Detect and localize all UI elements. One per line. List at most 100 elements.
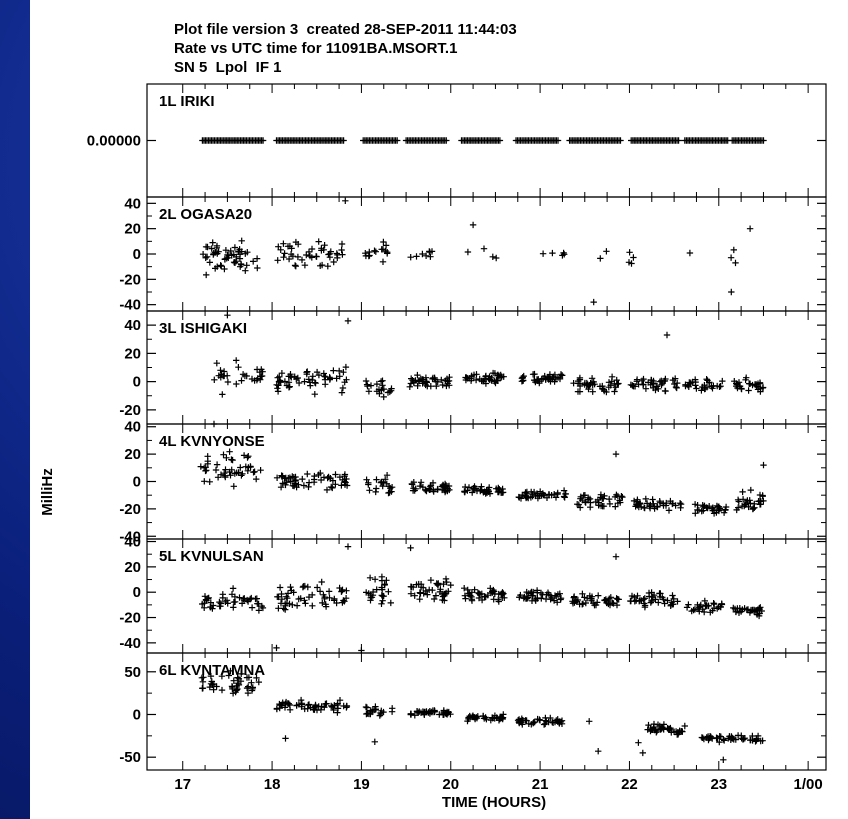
data-point <box>411 712 418 719</box>
data-point <box>466 712 473 720</box>
data-point <box>244 689 252 697</box>
data-point <box>275 593 282 601</box>
data-point <box>394 137 401 144</box>
data-point <box>282 698 290 706</box>
data-point <box>602 596 610 603</box>
data-point <box>209 681 216 689</box>
data-point <box>203 253 211 260</box>
data-point <box>280 240 287 247</box>
data-point <box>669 376 677 384</box>
data-point <box>747 486 754 494</box>
data-point <box>380 238 387 246</box>
data-point <box>633 501 640 508</box>
data-point <box>716 738 723 746</box>
data-point <box>547 596 554 603</box>
data-point <box>636 499 644 507</box>
data-point <box>478 590 485 597</box>
data-point <box>327 475 334 482</box>
data-point-outlier <box>224 312 231 319</box>
data-point <box>319 599 326 607</box>
data-point <box>575 501 582 508</box>
data-point <box>485 375 492 382</box>
data-point <box>662 502 670 509</box>
data-point <box>739 496 747 503</box>
data-point <box>751 500 758 508</box>
data-point <box>387 599 394 607</box>
data-point <box>537 488 544 495</box>
data-point <box>615 596 622 603</box>
data-point <box>305 483 312 491</box>
data-point-outlier <box>612 450 620 458</box>
data-point <box>472 376 480 384</box>
data-point <box>421 711 428 718</box>
panel-points <box>199 543 765 654</box>
data-point <box>364 383 371 390</box>
data-point <box>616 497 623 504</box>
data-point <box>363 704 371 711</box>
data-point <box>731 605 739 613</box>
data-point <box>234 674 241 681</box>
data-point <box>287 251 295 258</box>
data-point <box>443 708 451 716</box>
data-point <box>224 600 231 607</box>
data-point <box>230 259 238 266</box>
data-point <box>517 591 524 599</box>
data-point <box>569 598 576 605</box>
data-point <box>376 712 383 719</box>
data-point <box>443 375 451 382</box>
data-point <box>294 374 301 382</box>
data-point <box>380 708 387 716</box>
data-point-outlier <box>590 298 597 306</box>
data-point-outlier <box>407 544 414 552</box>
x-tick-label: 1/00 <box>794 776 823 793</box>
data-point <box>233 253 240 261</box>
data-point <box>305 376 312 383</box>
data-point <box>330 258 337 266</box>
data-point <box>341 481 349 488</box>
data-point <box>726 733 733 740</box>
data-point-outlier <box>371 738 378 745</box>
data-point <box>519 374 526 381</box>
data-point <box>677 501 685 508</box>
data-point <box>556 590 563 597</box>
data-point <box>610 600 617 607</box>
data-point <box>373 476 380 483</box>
data-point <box>274 257 281 264</box>
data-point <box>229 685 236 693</box>
data-point <box>223 597 231 604</box>
data-point <box>318 247 325 254</box>
data-point <box>669 592 676 599</box>
data-point <box>634 592 641 599</box>
data-point <box>299 475 306 483</box>
data-point <box>378 600 385 607</box>
data-point <box>237 678 245 685</box>
data-point <box>339 251 346 258</box>
data-point <box>417 584 425 591</box>
data-point <box>340 137 347 144</box>
data-point <box>560 487 568 494</box>
y-tick-label: 0 <box>133 584 141 601</box>
data-point <box>746 380 753 387</box>
data-point <box>207 672 215 680</box>
data-point <box>199 678 207 685</box>
data-point <box>221 472 229 479</box>
data-point <box>290 474 297 481</box>
data-point <box>718 600 725 607</box>
data-point <box>340 369 347 376</box>
data-point <box>343 475 350 483</box>
data-point <box>730 246 737 254</box>
data-point <box>315 238 322 245</box>
data-point <box>574 596 582 604</box>
data-point <box>710 600 717 607</box>
data-point <box>496 715 504 722</box>
data-point <box>630 254 637 261</box>
panel-6: -50 0 50 6L KVNTAMNA <box>119 652 827 771</box>
data-point <box>213 242 221 250</box>
data-point <box>703 734 710 741</box>
data-point <box>308 245 316 253</box>
data-point <box>422 252 430 259</box>
data-point <box>471 715 479 723</box>
data-point <box>675 137 682 144</box>
data-point <box>595 502 602 509</box>
data-point <box>223 454 230 461</box>
